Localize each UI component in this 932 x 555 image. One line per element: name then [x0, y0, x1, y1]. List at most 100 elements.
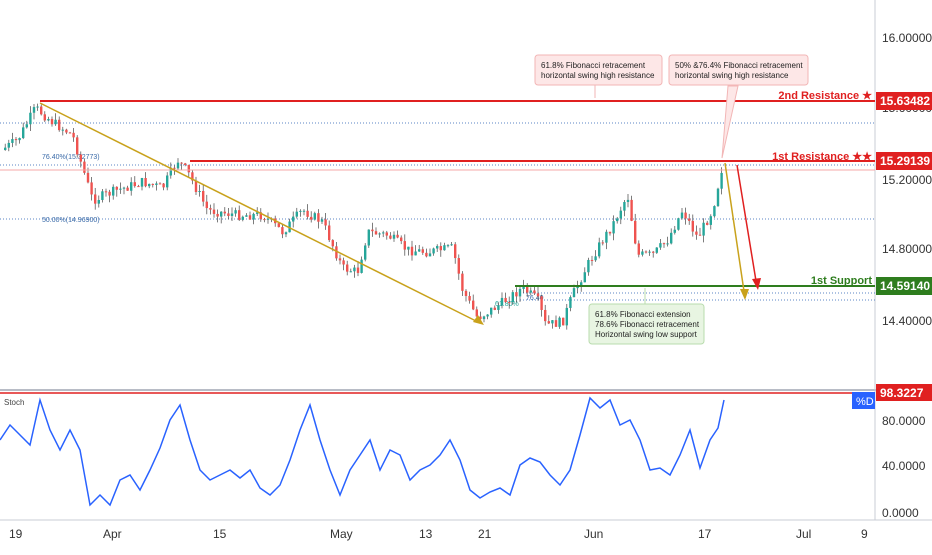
candle-body [47, 119, 50, 121]
candle-body [148, 183, 151, 187]
candle-body [580, 282, 583, 286]
candle-body [36, 106, 39, 108]
time-tick-jul: Jul [796, 527, 811, 541]
candle-body [439, 246, 442, 251]
candle-body [695, 231, 698, 235]
downtrend-line[interactable] [39, 102, 481, 324]
candle-body [86, 172, 90, 183]
candle-body [248, 215, 252, 220]
candle-body [508, 302, 511, 304]
candle-body [14, 139, 18, 141]
candle-body [328, 225, 331, 241]
candle-body [18, 138, 21, 141]
candle-body [655, 247, 658, 253]
stoch-tick-0: 0.0000 [882, 506, 919, 520]
candle-body [616, 218, 619, 222]
candle-body [511, 292, 514, 303]
candle-body [324, 219, 327, 226]
candle-body [698, 234, 702, 236]
candle-body [166, 175, 169, 188]
downtrend-arrowhead [473, 315, 484, 325]
candle-body [288, 221, 291, 233]
candle-body [58, 119, 61, 131]
candle-body [277, 223, 280, 228]
badge-first-resistance: 15.29139 [876, 152, 932, 170]
candle-body [173, 167, 176, 169]
candle-body [155, 183, 158, 185]
bearish-arrow-line[interactable] [736, 164, 758, 288]
candle-body [180, 162, 183, 164]
fib-label-764: 76.40%(15.32773) [42, 154, 100, 161]
candle-body [338, 258, 342, 261]
candle-body [709, 216, 712, 225]
candle-body [374, 231, 378, 235]
stoch-value-badge: 98.3227 [876, 384, 932, 401]
candle-body [4, 147, 7, 150]
first-resistance-label: 1st Resistance ★★ [772, 151, 872, 163]
candle-body [367, 229, 370, 246]
candle-body [486, 314, 489, 317]
stoch-axis[interactable]: 80.0000 40.0000 0.0000 [882, 414, 926, 520]
time-tick-jun: Jun [584, 527, 603, 541]
candle-body [529, 290, 532, 293]
time-tick-apr: Apr [103, 527, 122, 541]
annotation-3-line-3: Horizontal swing low support [595, 330, 698, 339]
annotation-3-line-1: 61.8% Fibonacci extension [595, 310, 691, 319]
time-axis[interactable]: 19 Apr 15 May 13 21 Jun 17 Jul 9 [9, 527, 868, 541]
candle-body [446, 245, 450, 247]
candle-body [349, 271, 352, 273]
candle-body [558, 317, 561, 327]
candle-body [666, 243, 669, 245]
annotation-1-line-2: horizontal swing high resistance [541, 71, 655, 80]
time-tick-19: 19 [9, 527, 23, 541]
annotation-support[interactable]: 61.8% Fibonacci extension 78.6% Fibonacc… [588, 288, 705, 345]
candle-body [101, 191, 104, 200]
candle-body [598, 242, 601, 257]
candle-body [158, 183, 162, 185]
target-projection-arrowhead [740, 289, 749, 300]
candle-body [407, 246, 410, 250]
candle-body [540, 296, 543, 310]
candle-body [464, 290, 468, 296]
candle-body [554, 320, 558, 327]
stoch-last-value: 98.3227 [880, 386, 924, 400]
candle-body [310, 216, 313, 220]
time-tick-may: May [330, 527, 353, 541]
candle-body [378, 233, 381, 235]
candle-body [706, 222, 709, 225]
candle-body [518, 288, 522, 297]
candle-body [65, 129, 68, 133]
candle-body [223, 211, 226, 214]
candle-body [652, 251, 655, 253]
stoch-pane[interactable] [0, 392, 875, 520]
target-projection-line[interactable] [724, 162, 746, 299]
candle-body [191, 172, 194, 181]
candle-body [713, 206, 716, 217]
annotation-resistance-1[interactable]: 61.8% Fibonacci retracement horizontal s… [534, 54, 663, 98]
candle-body [364, 245, 367, 260]
candle-body [457, 258, 460, 274]
annotation-resistance-2[interactable]: 50% &76.4% Fibonacci retracement horizon… [668, 54, 809, 159]
candle-body [331, 240, 334, 247]
candle-body [716, 188, 720, 207]
candle-body [400, 237, 403, 242]
candle-body [659, 243, 662, 248]
candle-body [425, 252, 428, 257]
candle-body [25, 124, 28, 128]
stoch-line[interactable] [0, 396, 725, 507]
price-tick-16: 16.00000 [882, 31, 932, 45]
price-axis[interactable]: 16.00000 15.60000 15.20000 14.80000 14.4… [882, 31, 932, 328]
badge-second-resistance: 15.63482 [876, 92, 932, 110]
candle-body [515, 292, 518, 297]
candle-body [299, 210, 302, 212]
candle-body [108, 191, 111, 196]
candle-body [623, 202, 626, 211]
candle-body [680, 212, 684, 219]
candle-body [320, 219, 324, 222]
stoch-d-tag[interactable]: %D [852, 392, 875, 409]
candle-body [335, 246, 338, 259]
candle-body [414, 251, 417, 256]
candle-body [194, 180, 198, 193]
